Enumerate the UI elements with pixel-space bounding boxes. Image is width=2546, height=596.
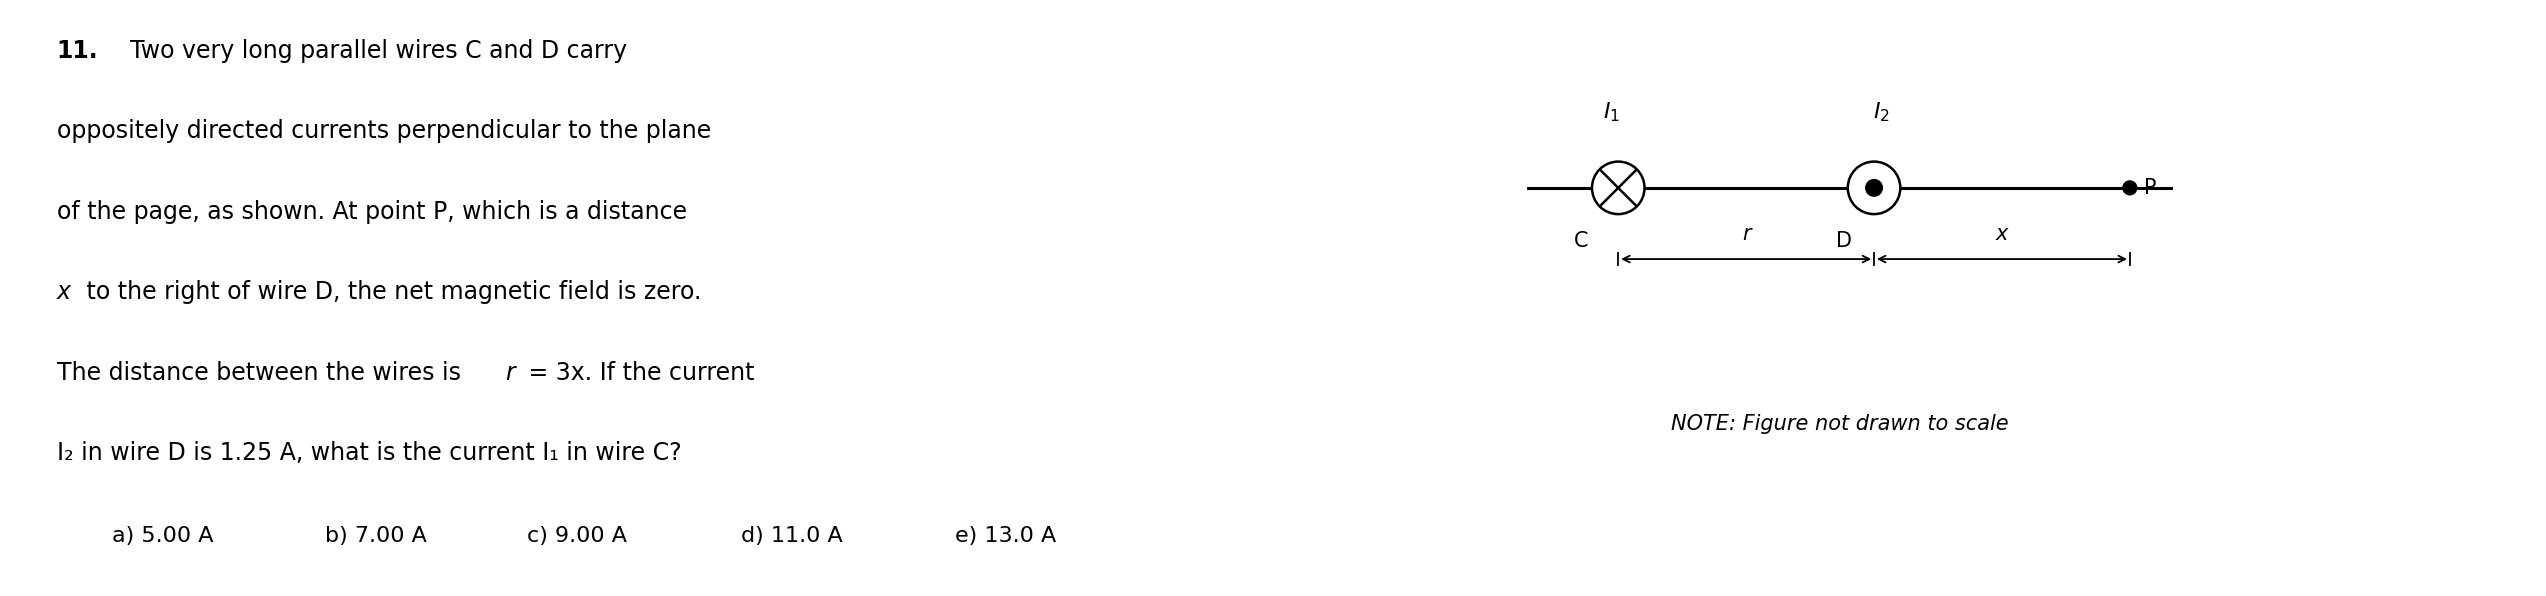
Text: r: r — [504, 361, 514, 384]
Text: Two very long parallel wires C and D carry: Two very long parallel wires C and D car… — [130, 39, 626, 63]
Text: $I_2$: $I_2$ — [1871, 100, 1889, 123]
Text: = 3x. If the current: = 3x. If the current — [522, 361, 754, 384]
Text: x: x — [1996, 224, 2009, 244]
Text: NOTE: Figure not drawn to scale: NOTE: Figure not drawn to scale — [1670, 414, 2009, 434]
Text: to the right of wire D, the net magnetic field is zero.: to the right of wire D, the net magnetic… — [79, 280, 700, 304]
Text: a) 5.00 A: a) 5.00 A — [112, 526, 214, 547]
Text: 11.: 11. — [56, 39, 99, 63]
Text: I₂ in wire D is 1.25 A, what is the current I₁ in wire C?: I₂ in wire D is 1.25 A, what is the curr… — [56, 441, 682, 465]
Circle shape — [1866, 179, 1881, 196]
Text: P: P — [2144, 178, 2156, 198]
Text: d) 11.0 A: d) 11.0 A — [741, 526, 843, 547]
Circle shape — [1848, 162, 1899, 214]
Text: C: C — [1573, 231, 1589, 252]
Text: b) 7.00 A: b) 7.00 A — [326, 526, 428, 547]
Text: D: D — [1836, 231, 1853, 252]
Text: oppositely directed currents perpendicular to the plane: oppositely directed currents perpendicul… — [56, 119, 710, 143]
Text: x: x — [56, 280, 71, 304]
Text: e) 13.0 A: e) 13.0 A — [955, 526, 1057, 547]
Text: $I_1$: $I_1$ — [1604, 100, 1619, 123]
Text: The distance between the wires is: The distance between the wires is — [56, 361, 468, 384]
Circle shape — [2123, 181, 2136, 195]
Text: r: r — [1741, 224, 1752, 244]
Circle shape — [1591, 162, 1645, 214]
Text: c) 9.00 A: c) 9.00 A — [527, 526, 626, 547]
Text: of the page, as shown. At point P, which is a distance: of the page, as shown. At point P, which… — [56, 200, 687, 224]
